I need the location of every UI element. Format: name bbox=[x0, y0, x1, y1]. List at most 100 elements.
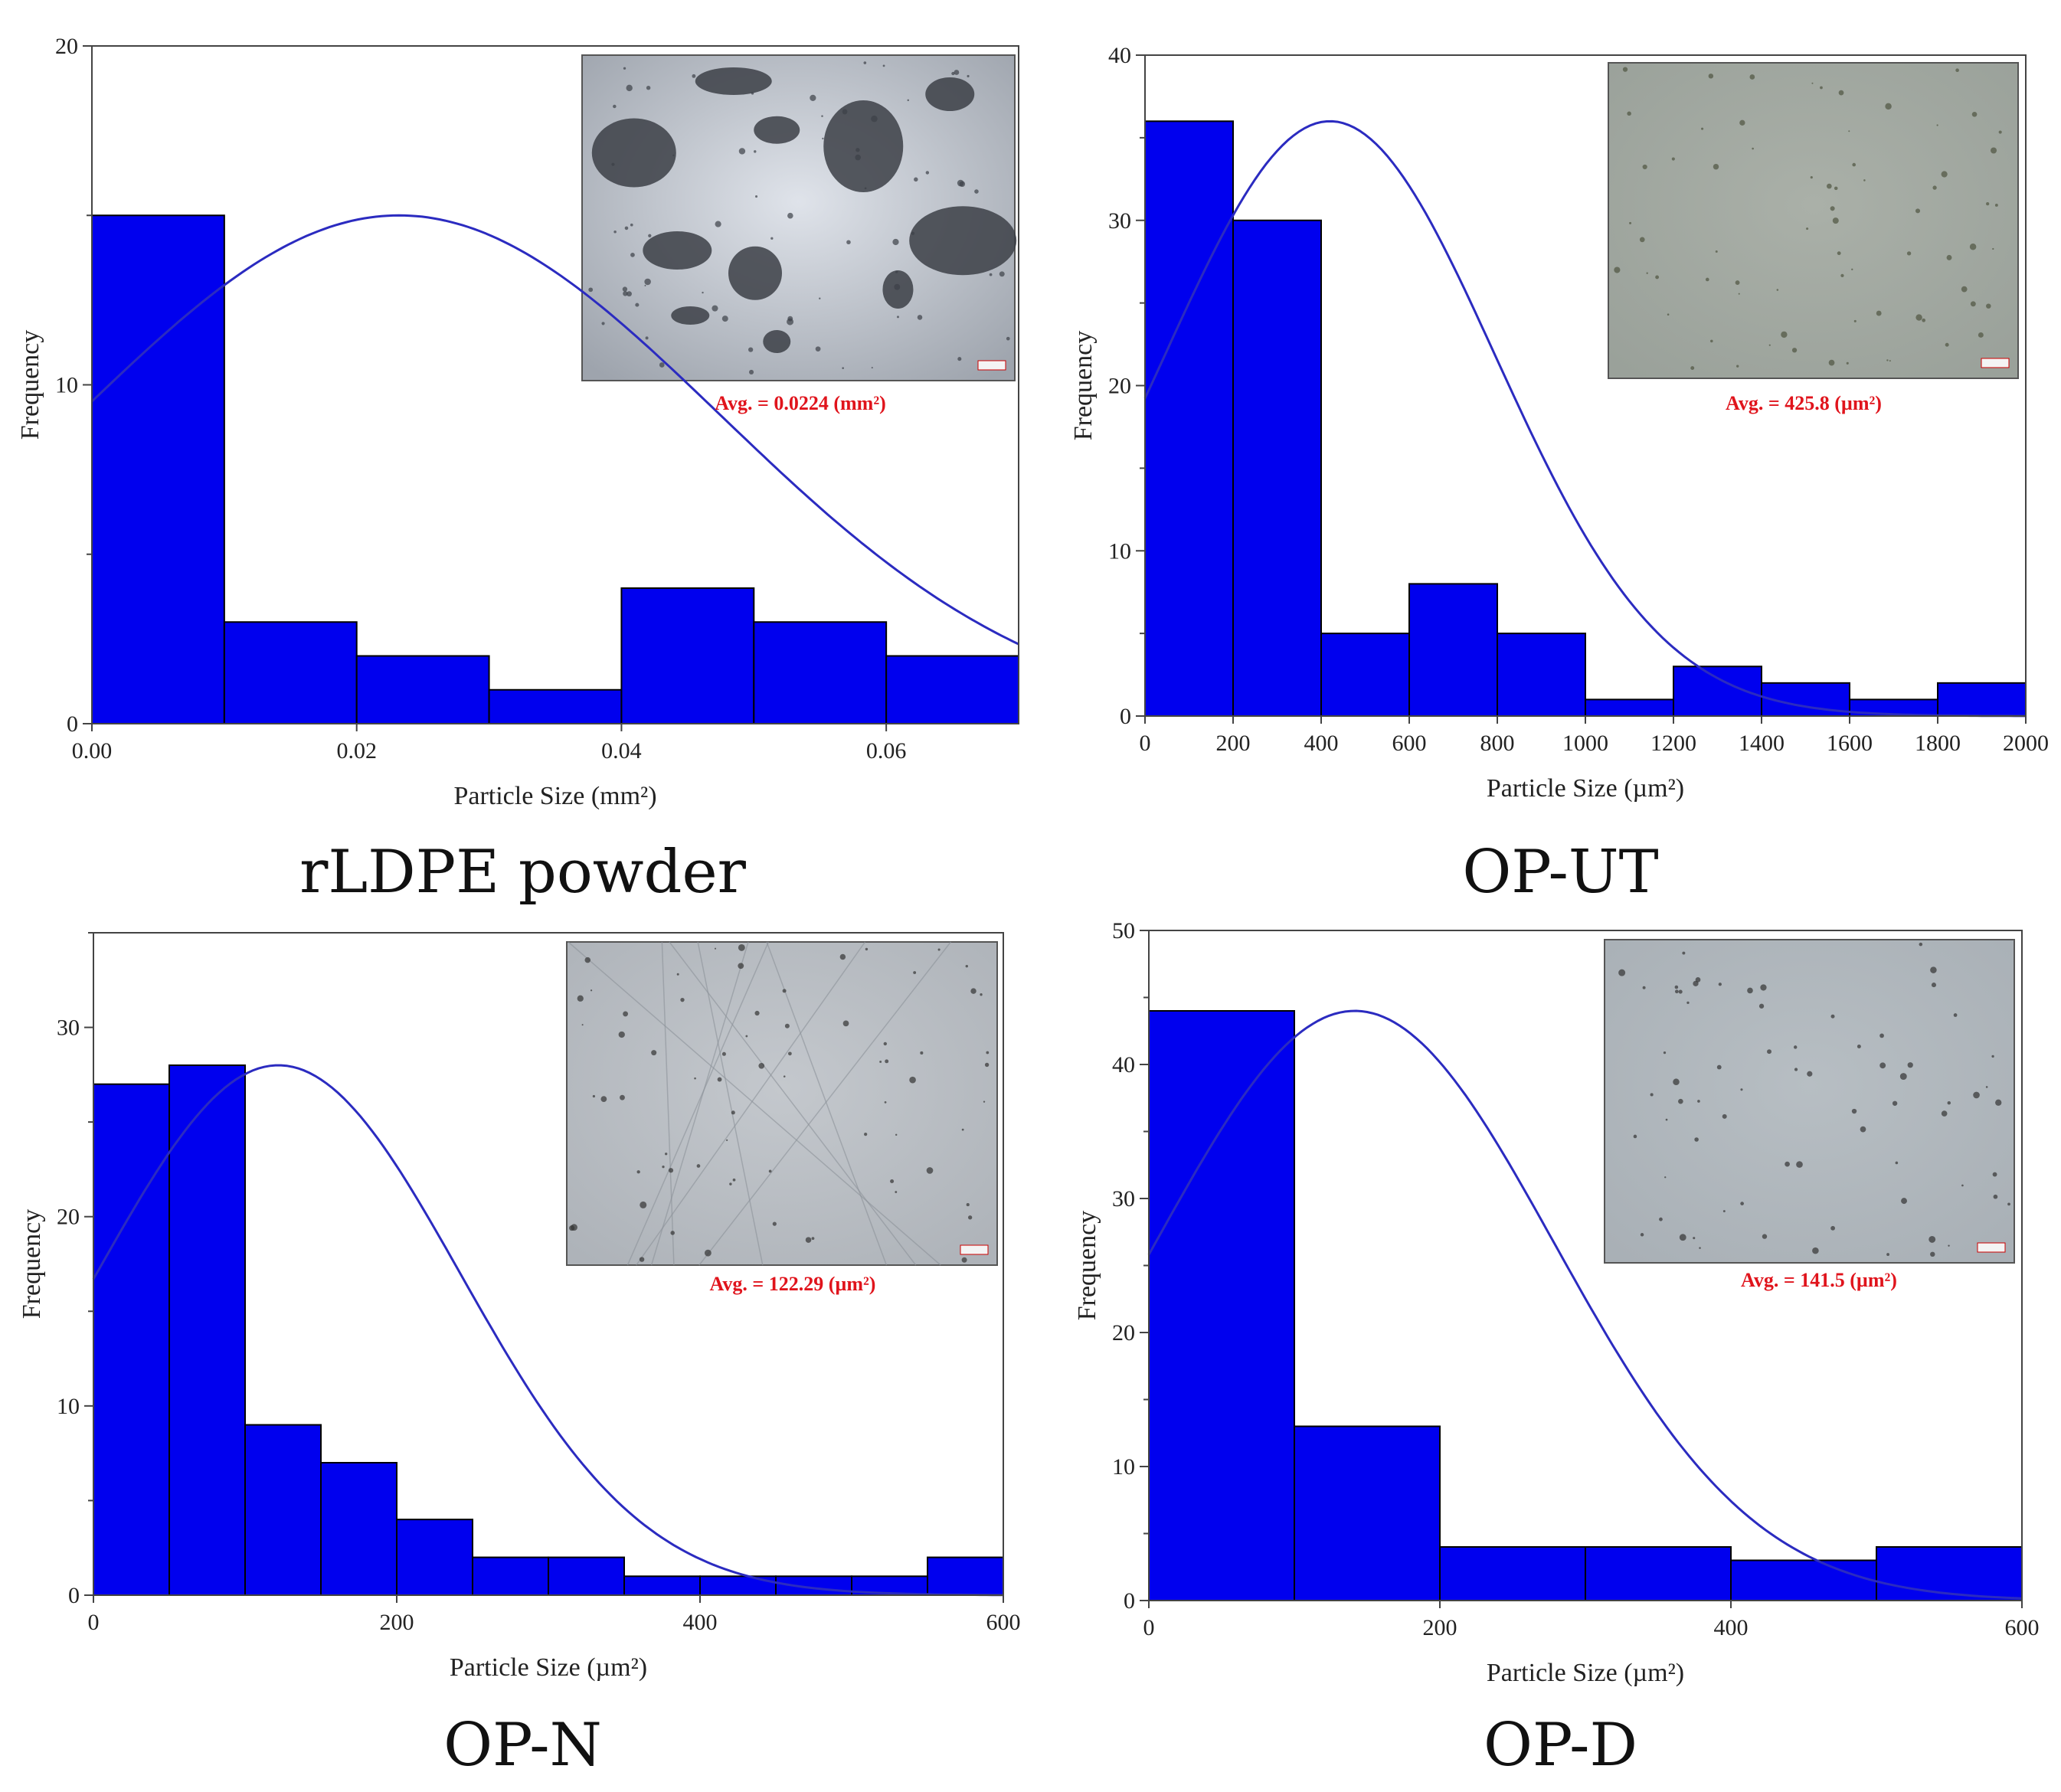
particle-dot bbox=[770, 237, 774, 240]
y-tick-label: 40 bbox=[1112, 1052, 1135, 1077]
x-tick-label: 1000 bbox=[1562, 731, 1608, 756]
micrograph-background bbox=[1604, 939, 2015, 1264]
particle-dot bbox=[1794, 1068, 1798, 1071]
particle-dot bbox=[1830, 1014, 1835, 1019]
y-tick-label: 20 bbox=[57, 1205, 80, 1230]
particle-dot bbox=[1986, 201, 1990, 206]
histogram-bar bbox=[1497, 633, 1586, 717]
x-tick-label: 0 bbox=[1140, 731, 1151, 756]
particle-dot bbox=[630, 223, 633, 227]
histogram-bar bbox=[93, 1083, 170, 1596]
particle-dot bbox=[1969, 243, 1977, 250]
x-tick-label: 200 bbox=[1216, 731, 1251, 756]
particle-dot bbox=[1701, 127, 1704, 130]
x-tick-label: 600 bbox=[986, 1610, 1021, 1635]
particle-dot bbox=[811, 1237, 815, 1241]
particle-dot bbox=[1671, 157, 1675, 161]
particle-dot bbox=[1929, 1235, 1936, 1243]
particle-dot bbox=[1807, 1071, 1813, 1077]
scale-bar bbox=[960, 1244, 989, 1255]
particle bbox=[823, 100, 904, 192]
particle-dot bbox=[1961, 286, 1968, 293]
particle-dot bbox=[1906, 251, 1912, 256]
particle-dot bbox=[717, 1077, 722, 1082]
particle-dot bbox=[738, 148, 746, 155]
particle-dot bbox=[1994, 204, 1998, 207]
particle-dot bbox=[937, 948, 941, 951]
particle-dot bbox=[842, 367, 844, 369]
histogram-bar bbox=[1232, 219, 1322, 717]
particle-dot bbox=[1646, 272, 1648, 274]
histogram-bar bbox=[1585, 698, 1674, 717]
particle-dot bbox=[1776, 289, 1779, 291]
particle-dot bbox=[1705, 277, 1709, 282]
particle-dot bbox=[1749, 74, 1755, 80]
particle-dot bbox=[680, 997, 685, 1002]
particle bbox=[591, 118, 676, 188]
x-tick-label: 400 bbox=[1714, 1615, 1749, 1640]
particle-dot bbox=[894, 283, 901, 290]
particle-dot bbox=[1760, 984, 1767, 991]
particle-dot bbox=[623, 67, 626, 70]
histogram-bar bbox=[1937, 682, 2027, 717]
y-tick-label: 30 bbox=[57, 1015, 80, 1041]
particle-dot bbox=[984, 1062, 990, 1068]
particle-dot bbox=[584, 956, 591, 963]
particle-dot bbox=[961, 1257, 967, 1263]
fit-curve bbox=[1147, 1009, 2023, 1600]
particle-dot bbox=[1678, 1098, 1683, 1104]
y-tick-label: 20 bbox=[55, 34, 78, 59]
histogram-bar bbox=[1408, 583, 1498, 718]
x-axis-title: Particle Size (mm²) bbox=[453, 782, 656, 810]
particle-dot bbox=[1679, 1234, 1686, 1241]
caption-rldpe-powder: rLDPE powder bbox=[299, 838, 746, 907]
y-axis-title: Frequency bbox=[16, 330, 44, 440]
particle-dot bbox=[754, 150, 757, 153]
particle-dot bbox=[1633, 1134, 1637, 1139]
particle-dot bbox=[1919, 942, 1923, 947]
particle-dot bbox=[1830, 1225, 1835, 1231]
particle-dot bbox=[863, 61, 867, 64]
x-tick-label: 200 bbox=[380, 1610, 414, 1635]
histogram-bar bbox=[620, 587, 755, 724]
particle-dot bbox=[1863, 179, 1866, 181]
particle-dot bbox=[883, 1042, 888, 1046]
particle-dot bbox=[1860, 1126, 1866, 1133]
particle-dot bbox=[1895, 1161, 1899, 1165]
particle-dot bbox=[1840, 273, 1844, 278]
scale-bar bbox=[1981, 358, 2010, 368]
y-axis-title: Frequency bbox=[1073, 1211, 1101, 1321]
histogram-bar bbox=[1730, 1559, 1877, 1601]
particle-dot bbox=[821, 115, 823, 117]
x-tick-label: 1800 bbox=[1915, 731, 1961, 756]
particle-dot bbox=[755, 195, 758, 198]
y-tick-label: 10 bbox=[1108, 538, 1131, 564]
particle-dot bbox=[721, 316, 728, 322]
particle-dot bbox=[1781, 331, 1788, 338]
particle-dot bbox=[1738, 293, 1740, 295]
particle-dot bbox=[1793, 1045, 1798, 1049]
particle-dot bbox=[738, 943, 745, 951]
x-tick-label: 0.02 bbox=[336, 738, 377, 764]
particle bbox=[671, 306, 710, 325]
particle-dot bbox=[1973, 1091, 1980, 1099]
particle-dot bbox=[1642, 986, 1646, 989]
x-tick-label: 0.04 bbox=[601, 738, 642, 764]
x-tick-label: 0 bbox=[1143, 1615, 1155, 1640]
average-annotation: Avg. = 0.0224 (mm²) bbox=[715, 392, 886, 414]
particle-dot bbox=[1640, 1233, 1644, 1237]
particle-dot bbox=[970, 988, 977, 994]
histogram-bar bbox=[244, 1424, 322, 1596]
particle bbox=[754, 116, 800, 144]
particle-dot bbox=[636, 1170, 640, 1174]
particle-dot bbox=[925, 171, 930, 175]
particle-dot bbox=[1853, 319, 1857, 322]
particle-dot bbox=[913, 971, 917, 974]
particle-dot bbox=[1901, 1198, 1908, 1205]
particle-dot bbox=[1674, 985, 1679, 989]
particle-dot bbox=[662, 1166, 665, 1169]
particle-dot bbox=[624, 226, 629, 231]
particle-dot bbox=[611, 162, 615, 166]
particle-dot bbox=[895, 270, 898, 273]
